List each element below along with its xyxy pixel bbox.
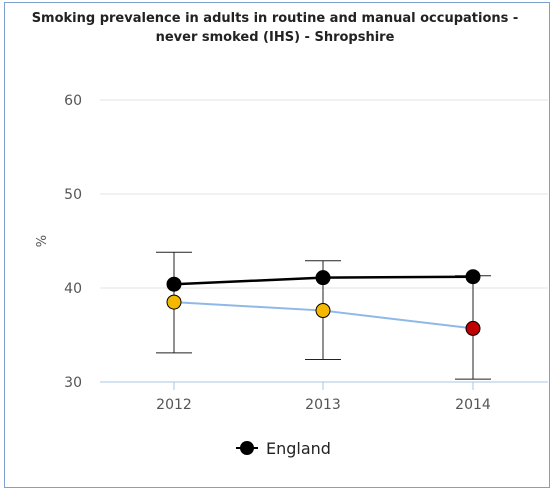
- x-tick-label-2013: 2013: [305, 397, 341, 413]
- y-tick-label-60: 60: [64, 93, 82, 109]
- x-tick-label-2014: 2014: [455, 397, 491, 413]
- chart-title-line-1: Smoking prevalence in adults in routine …: [32, 11, 519, 26]
- data-point-1-2012: [166, 294, 182, 310]
- legend-marker-england: [240, 441, 254, 455]
- y-tick-label-30: 30: [64, 375, 82, 391]
- chart-frame: [4, 2, 550, 488]
- legend[interactable]: England: [236, 439, 331, 458]
- data-point-0-2014: [465, 269, 481, 285]
- data-point-0-2013: [315, 270, 331, 286]
- data-point-1-2014: [465, 320, 481, 336]
- data-point-0-2012: [166, 276, 182, 292]
- y-tick-label-50: 50: [64, 187, 82, 203]
- chart-title-line-2: never smoked (IHS) - Shropshire: [156, 30, 395, 45]
- x-tick-label-2012: 2012: [156, 397, 192, 413]
- y-axis-label: %: [35, 235, 50, 247]
- data-point-1-2013: [315, 303, 331, 319]
- series-markers: [166, 269, 481, 336]
- y-tick-label-40: 40: [64, 281, 82, 297]
- grid-layer: 30 40 50 60 2012 2013 2014: [64, 93, 548, 413]
- legend-label-england: England: [266, 439, 331, 458]
